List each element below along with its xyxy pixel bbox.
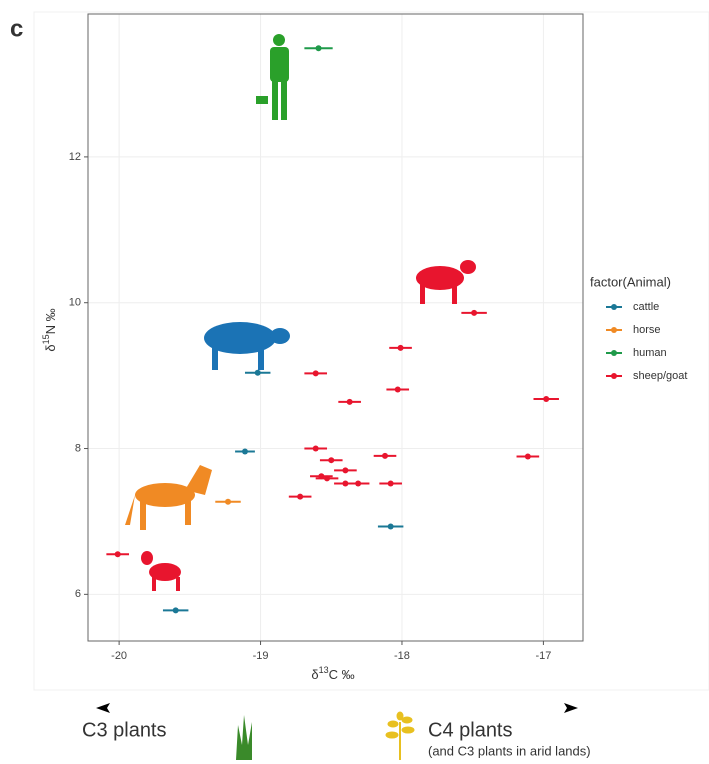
marks-layer: -20 -19 -18 -17 6 8 10 12 — [69, 45, 559, 662]
point — [312, 445, 319, 452]
point — [225, 498, 232, 505]
legend-swatch-dot — [611, 350, 617, 356]
goat-silhouette — [141, 551, 181, 591]
point — [524, 453, 531, 460]
x-label-sup: 13 — [319, 665, 329, 675]
point — [342, 480, 349, 487]
legend-title: factor(Animal) — [590, 274, 671, 289]
legend: cattle horse human sheep/goat — [606, 301, 687, 382]
x-tick-label: -18 — [394, 650, 410, 662]
point — [312, 370, 319, 377]
c4-note: (and C3 plants in arid lands) — [428, 743, 591, 758]
plot-border — [87, 13, 584, 642]
x-axis-label: δ13C ‰ — [311, 665, 354, 682]
legend-label: cattle — [633, 301, 659, 313]
c3-label: C3 plants — [82, 719, 167, 741]
point — [114, 551, 121, 558]
y-label-prefix: δ — [43, 344, 58, 351]
point — [394, 386, 401, 393]
point — [315, 45, 322, 52]
x-tick-label: -19 — [253, 650, 269, 662]
x-tick-label: -20 — [111, 650, 127, 662]
cattle-silhouette — [204, 322, 290, 370]
y-tick-label: 6 — [75, 588, 81, 600]
y-axis-label: δ15N ‰ — [41, 308, 58, 351]
legend-label: horse — [633, 324, 661, 336]
c4-plant-icon — [385, 711, 415, 760]
point — [254, 369, 261, 376]
point — [172, 607, 179, 614]
point — [324, 475, 331, 482]
panel-frame — [33, 11, 709, 691]
grid-layer — [88, 14, 583, 641]
arrow-left — [96, 703, 110, 713]
point — [543, 395, 550, 402]
c3-plant-icon — [236, 715, 252, 760]
point — [241, 448, 248, 455]
c4-label: C4 plants — [428, 719, 513, 741]
point — [355, 480, 362, 487]
legend-swatch-dot — [611, 327, 617, 333]
sheep-silhouette-top — [416, 260, 476, 304]
x-label-suffix: C ‰ — [329, 667, 355, 682]
point — [397, 344, 404, 351]
y-tick-label: 12 — [69, 151, 81, 163]
legend-label: human — [633, 347, 667, 359]
point — [328, 457, 335, 464]
point — [346, 398, 353, 405]
point — [387, 523, 394, 530]
legend-swatch-dot — [611, 373, 617, 379]
point — [471, 309, 478, 316]
horse-silhouette — [125, 465, 212, 530]
x-label-prefix: δ — [311, 667, 318, 682]
human-silhouette — [256, 34, 289, 120]
x-tick-label: -17 — [535, 650, 551, 662]
legend-swatch-dot — [611, 304, 617, 310]
point — [342, 467, 349, 474]
arrow-right — [564, 703, 578, 713]
y-label-sup: 15 — [41, 334, 51, 344]
y-label-suffix: N ‰ — [43, 308, 58, 334]
point — [297, 493, 304, 500]
legend-label: sheep/goat — [633, 370, 687, 382]
y-tick-label: 8 — [75, 442, 81, 454]
point — [382, 452, 388, 459]
panel-label: c — [10, 15, 23, 42]
y-tick-label: 10 — [69, 297, 81, 309]
point — [387, 480, 394, 487]
